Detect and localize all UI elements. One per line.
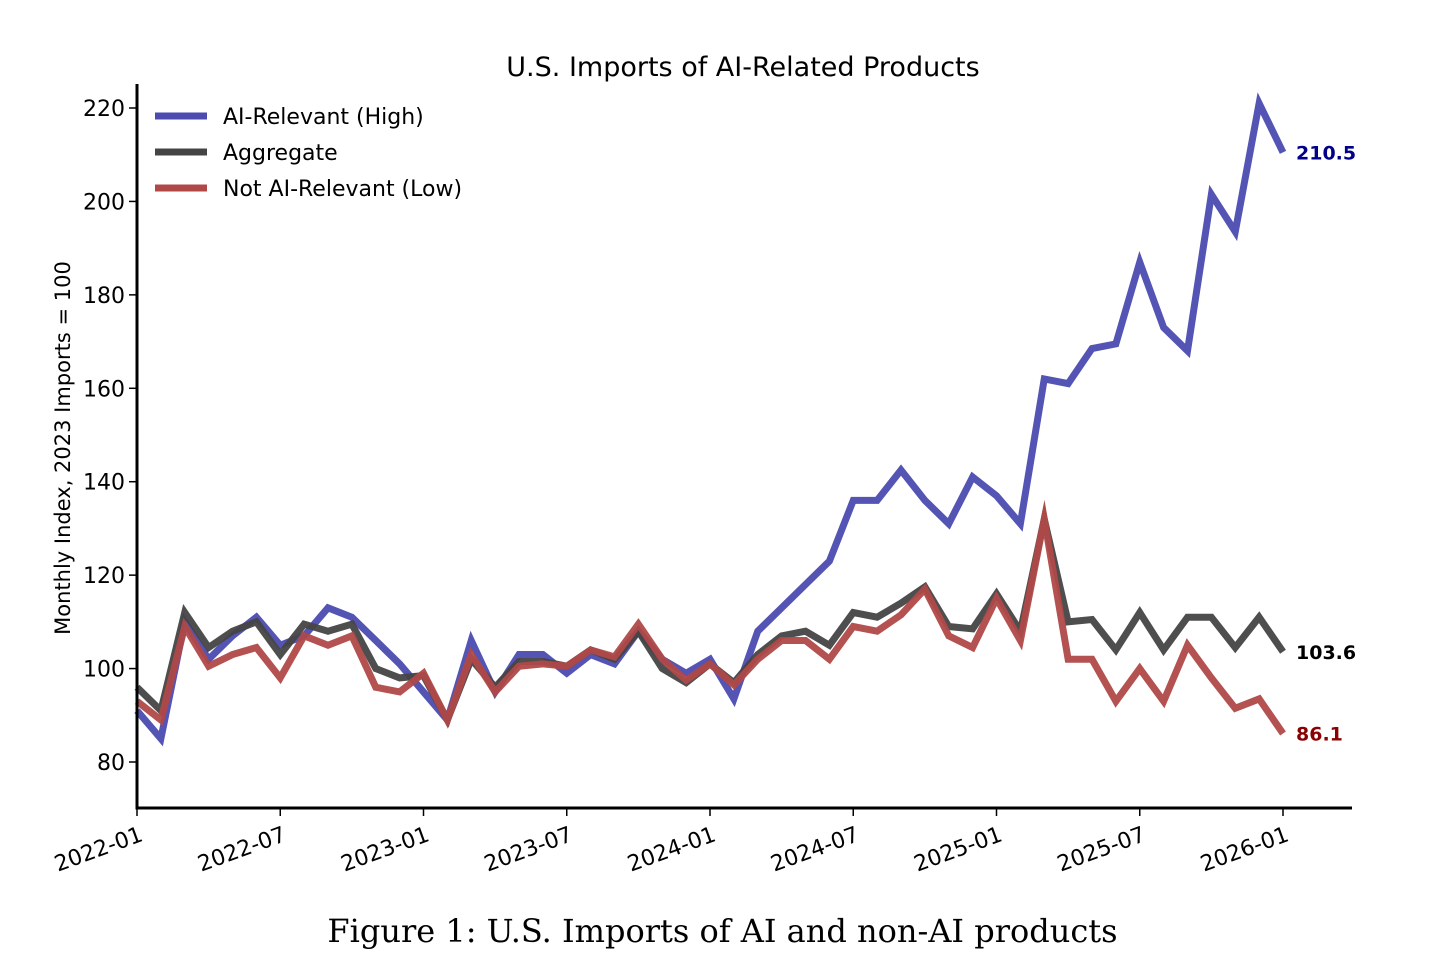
x-tick-label: 2022-07 bbox=[195, 822, 290, 877]
x-tick-label: 2023-07 bbox=[481, 822, 576, 877]
x-tick-label: 2022-01 bbox=[51, 822, 146, 877]
y-tick-label: 80 bbox=[97, 751, 125, 776]
y-tick-label: 200 bbox=[83, 190, 125, 215]
chart-title: U.S. Imports of AI-Related Products bbox=[506, 52, 979, 83]
y-axis-ticks: 80 100 120 140 160 180 200 220 bbox=[83, 97, 137, 776]
legend-label-1: AI-Relevant (High) bbox=[223, 105, 424, 130]
y-tick-label: 100 bbox=[83, 658, 125, 683]
legend-label-2: Aggregate bbox=[223, 141, 338, 166]
legend-label-3: Not AI-Relevant (Low) bbox=[223, 177, 462, 202]
end-value-label-2: 103.6 bbox=[1296, 642, 1356, 664]
x-tick-label: 2024-01 bbox=[624, 822, 719, 877]
x-tick-label: 2023-01 bbox=[338, 822, 433, 877]
x-tick-label: 2025-07 bbox=[1054, 822, 1149, 877]
end-value-label-1: 210.5 bbox=[1296, 142, 1356, 164]
y-tick-label: 220 bbox=[83, 97, 125, 122]
end-labels: 210.5 103.6 86.1 bbox=[1296, 142, 1356, 745]
x-tick-label: 2026-01 bbox=[1197, 822, 1292, 877]
y-tick-label: 180 bbox=[83, 284, 125, 309]
y-axis-label: Monthly Index, 2023 Imports = 100 bbox=[51, 261, 75, 635]
legend: AI-Relevant (High) Aggregate Not AI-Releva… bbox=[155, 105, 462, 202]
x-tick-label: 2024-07 bbox=[768, 822, 863, 877]
end-value-label-3: 86.1 bbox=[1296, 724, 1343, 746]
y-tick-label: 120 bbox=[83, 564, 125, 589]
x-axis-ticks: 2022-01 2022-07 2023-01 2023-07 2024-01 2024-… bbox=[51, 808, 1292, 877]
y-tick-label: 140 bbox=[83, 471, 125, 496]
series-layer bbox=[134, 92, 1287, 747]
series-line-3 bbox=[134, 499, 1286, 736]
x-tick-label: 2025-01 bbox=[911, 822, 1006, 877]
series-line-1 bbox=[134, 92, 1287, 747]
figure-caption: Figure 1: U.S. Imports of AI and non-AI … bbox=[327, 912, 1118, 950]
y-tick-label: 160 bbox=[83, 377, 125, 402]
